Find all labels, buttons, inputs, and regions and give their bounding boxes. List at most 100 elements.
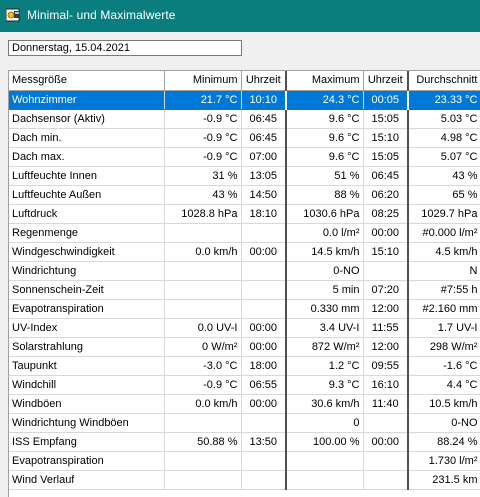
cell-measure: Wohnzimmer — [9, 90, 165, 110]
cell-measure: Sonnenschein-Zeit — [9, 280, 165, 300]
table-row[interactable]: Wohnzimmer 21.7 °C 10:10 24.3 °C 00:05 23.33 … — [9, 90, 480, 110]
cell-average: #7:55 h — [408, 280, 480, 300]
table-row[interactable]: Windrichtung Windböen 0 0-NO — [9, 413, 480, 433]
cell-measure: Windgeschwindigkeit — [9, 242, 165, 262]
cell-max-time — [363, 451, 409, 471]
cell-measure: Luftdruck — [9, 204, 165, 224]
cell-maximum: 5 min — [286, 280, 364, 300]
cell-maximum: 51 % — [286, 166, 364, 186]
cell-minimum: 1028.8 hPa — [164, 204, 242, 224]
cell-average: 1.730 l/m² — [408, 451, 480, 471]
column-header-minimum[interactable]: Minimum — [164, 71, 242, 91]
cell-min-time: 18:10 — [241, 204, 287, 224]
table-row[interactable]: Luftfeuchte Außen 43 % 14:50 88 % 06:20 65 % — [9, 185, 480, 205]
cell-minimum: -3.0 °C — [164, 356, 242, 376]
table-row[interactable]: Luftfeuchte Innen 31 % 13:05 51 % 06:45 43 % — [9, 166, 480, 186]
cell-max-time: 11:40 — [363, 394, 409, 414]
cell-max-time: 16:10 — [363, 375, 409, 395]
cell-max-time: 11:55 — [363, 318, 409, 338]
cell-max-time: 06:20 — [363, 185, 409, 205]
cell-average: -1.6 °C — [408, 356, 480, 376]
cell-measure: Windrichtung Windböen — [9, 413, 165, 433]
column-header-measure[interactable]: Messgröße — [9, 71, 165, 91]
cell-minimum: 50.88 % — [164, 432, 242, 452]
column-header-min-time[interactable]: Uhrzeit — [241, 71, 287, 91]
cell-minimum: -0.9 °C — [164, 375, 242, 395]
cell-max-time: 06:45 — [363, 166, 409, 186]
table-row[interactable]: Solarstrahlung 0 W/m² 00:00 872 W/m² 12:00 29… — [9, 337, 480, 357]
column-header-maximum[interactable]: Maximum — [286, 71, 364, 91]
values-grid[interactable]: Messgröße Minimum Uhrzeit Maximum Uhrzei… — [8, 70, 480, 497]
cell-maximum: 88 % — [286, 185, 364, 205]
cell-max-time — [363, 261, 409, 281]
cell-min-time — [241, 470, 287, 490]
cell-average: 23.33 °C — [408, 90, 480, 110]
table-row[interactable]: Dach max. -0.9 °C 07:00 9.6 °C 15:05 5.07 °C — [9, 147, 480, 167]
table-row[interactable]: Sonnenschein-Zeit 5 min 07:20 #7:55 h — [9, 280, 480, 300]
header-row: Messgröße Minimum Uhrzeit Maximum Uhrzei… — [9, 71, 480, 91]
cell-average: 5.03 °C — [408, 109, 480, 129]
values-table: Messgröße Minimum Uhrzeit Maximum Uhrzei… — [9, 71, 480, 490]
cell-min-time — [241, 413, 287, 433]
table-row[interactable]: Taupunkt -3.0 °C 18:00 1.2 °C 09:55 -1.6 °C — [9, 356, 480, 376]
table-row[interactable]: Evapotranspiration 1.730 l/m² — [9, 451, 480, 471]
table-row[interactable]: Dach min. -0.9 °C 06:45 9.6 °C 15:10 4.98 °C — [9, 128, 480, 148]
table-row[interactable]: Luftdruck 1028.8 hPa 18:10 1030.6 hPa 08:25 1… — [9, 204, 480, 224]
date-field[interactable]: Donnerstag, 15.04.2021 — [8, 40, 242, 56]
cell-maximum: 9.6 °C — [286, 109, 364, 129]
table-row[interactable]: Windchill -0.9 °C 06:55 9.3 °C 16:10 4.4 °C — [9, 375, 480, 395]
weather-app-icon — [6, 8, 20, 22]
cell-average: N — [408, 261, 480, 281]
column-header-average[interactable]: Durchschnitt — [408, 71, 480, 91]
cell-min-time: 00:00 — [241, 318, 287, 338]
cell-minimum: 31 % — [164, 166, 242, 186]
table-row[interactable]: Windböen 0.0 km/h 00:00 30.6 km/h 11:40 10.5 … — [9, 394, 480, 414]
cell-measure: Wind Verlauf — [9, 470, 165, 490]
cell-min-time: 13:50 — [241, 432, 287, 452]
cell-average: 10.5 km/h — [408, 394, 480, 414]
cell-min-time — [241, 280, 287, 300]
table-row[interactable]: Evapotranspiration 0.330 mm 12:00 #2.160 mm — [9, 299, 480, 319]
cell-min-time: 06:55 — [241, 375, 287, 395]
table-row[interactable]: Windgeschwindigkeit 0.0 km/h 00:00 14.5 km/… — [9, 242, 480, 262]
table-row[interactable]: Wind Verlauf 231.5 km — [9, 470, 480, 490]
cell-maximum: 0 — [286, 413, 364, 433]
cell-measure: Dach min. — [9, 128, 165, 148]
cell-max-time — [363, 470, 409, 490]
table-row[interactable]: ISS Empfang 50.88 % 13:50 100.00 % 00:00 88.2… — [9, 432, 480, 452]
cell-average: 231.5 km — [408, 470, 480, 490]
table-row[interactable]: Regenmenge 0.0 l/m² 00:00 #0.000 l/m² — [9, 223, 480, 243]
cell-measure: Luftfeuchte Außen — [9, 185, 165, 205]
cell-measure: Luftfeuchte Innen — [9, 166, 165, 186]
cell-max-time: 15:05 — [363, 109, 409, 129]
cell-min-time: 06:45 — [241, 109, 287, 129]
cell-max-time: 08:25 — [363, 204, 409, 224]
cell-maximum: 0.0 l/m² — [286, 223, 364, 243]
cell-minimum: -0.9 °C — [164, 147, 242, 167]
cell-measure: Taupunkt — [9, 356, 165, 376]
cell-max-time: 15:10 — [363, 242, 409, 262]
cell-measure: Windchill — [9, 375, 165, 395]
table-row[interactable]: UV-Index 0.0 UV-I 00:00 3.4 UV-I 11:55 1.7 UV… — [9, 318, 480, 338]
cell-max-time: 00:00 — [363, 223, 409, 243]
column-header-max-time[interactable]: Uhrzeit — [363, 71, 409, 91]
cell-minimum: 0.0 km/h — [164, 394, 242, 414]
cell-measure: ISS Empfang — [9, 432, 165, 452]
cell-minimum: -0.9 °C — [164, 128, 242, 148]
cell-measure: Windböen — [9, 394, 165, 414]
cell-min-time: 10:10 — [241, 90, 287, 110]
cell-max-time: 00:00 — [363, 432, 409, 452]
cell-maximum: 1.2 °C — [286, 356, 364, 376]
table-row[interactable]: Windrichtung 0-NO N — [9, 261, 480, 281]
cell-max-time: 15:05 — [363, 147, 409, 167]
cell-min-time: 00:00 — [241, 394, 287, 414]
table-row[interactable]: Dachsensor (Aktiv) -0.9 °C 06:45 9.6 °C 15:0… — [9, 109, 480, 129]
cell-min-time: 18:00 — [241, 356, 287, 376]
cell-average: 5.07 °C — [408, 147, 480, 167]
cell-maximum: 0-NO — [286, 261, 364, 281]
cell-maximum: 3.4 UV-I — [286, 318, 364, 338]
cell-maximum: 9.6 °C — [286, 147, 364, 167]
cell-min-time: 14:50 — [241, 185, 287, 205]
cell-average: 65 % — [408, 185, 480, 205]
cell-min-time: 07:00 — [241, 147, 287, 167]
